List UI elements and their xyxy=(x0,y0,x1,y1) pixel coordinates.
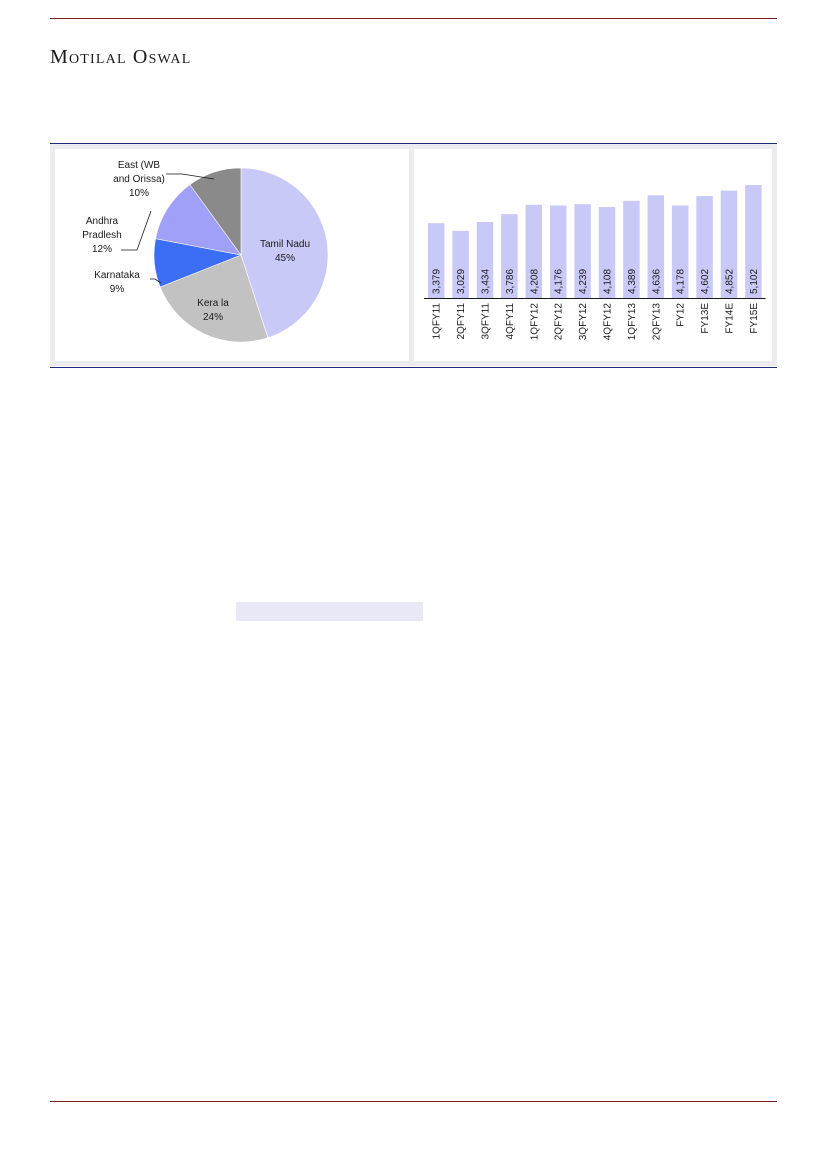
pie-chart-panel: Tamil Nadu 45% Kera la 24% Karnataka 9% Andhra… xyxy=(55,149,409,361)
bar-2QFY13 xyxy=(647,195,665,298)
table-highlight-cell xyxy=(236,602,423,621)
pie-leader-line-andhra-pradesh xyxy=(121,210,152,251)
bar-1QFY13 xyxy=(623,200,640,298)
bar-category-label-FY12: FY12 xyxy=(676,303,687,327)
bar-value-label-FY14E: 4,852 xyxy=(725,269,736,294)
bar-category-label-3QFY11: 3QFY11 xyxy=(481,303,492,340)
bar-chart: 3,379 1QFY11 3,029 2QFY11 3,434 3QFY11 3,786 4Q… xyxy=(424,185,766,341)
bar-value-label-FY12: 4,178 xyxy=(676,269,687,294)
bar-FY14E xyxy=(720,190,738,298)
bar-category-label-FY14E: FY14E xyxy=(725,303,736,334)
bar-value-label-1QFY11: 3,379 xyxy=(432,269,443,294)
header-rule xyxy=(50,18,777,19)
pie-label-andhra-pradesh: Andhra Pradlesh 12% xyxy=(82,216,121,255)
bar-category-label-2QFY13: 2QFY13 xyxy=(651,303,662,341)
bar-value-label-2QFY12: 4,176 xyxy=(554,269,565,294)
bar-value-label-1QFY12: 4,208 xyxy=(529,269,540,294)
bar-2QFY12 xyxy=(549,205,567,298)
bar-FY13E xyxy=(696,196,713,298)
bar-value-label-4QFY12: 4,108 xyxy=(603,269,614,294)
bar-category-label-FY15E: FY15E xyxy=(749,303,760,334)
bar-1QFY12 xyxy=(525,204,543,298)
bar-category-label-1QFY11: 1QFY11 xyxy=(432,303,443,340)
pie-chart: Tamil Nadu 45% Kera la 24% Karnataka 9% Andhra… xyxy=(82,160,329,343)
bar-1QFY11 xyxy=(427,223,445,298)
pie-label-karnataka: Karnataka 9% xyxy=(94,270,140,295)
bar-value-label-2QFY13: 4,636 xyxy=(651,269,662,294)
bar-value-label-1QFY13: 4,389 xyxy=(627,269,638,294)
pie-slice-kerala xyxy=(159,254,269,343)
pie-slice-tamil-nadu xyxy=(240,167,329,339)
bar-value-label-FY15E: 5,102 xyxy=(749,269,760,294)
bar-chart-panel: 3,379 1QFY11 3,029 2QFY11 3,434 3QFY11 3,786 4Q… xyxy=(414,149,772,361)
bar-category-label-FY13E: FY13E xyxy=(700,303,711,334)
pie-label-tamil-nadu: Tamil Nadu 45% xyxy=(260,239,310,264)
brand-logo: Motilal Oswal xyxy=(50,46,192,68)
bar-category-label-3QFY12: 3QFY12 xyxy=(578,303,589,341)
bar-FY15E xyxy=(745,185,762,298)
bar-category-label-4QFY11: 4QFY11 xyxy=(505,303,516,340)
pie-label-east: East (WB and Orissa) 10% xyxy=(113,160,165,199)
bar-category-label-2QFY11: 2QFY11 xyxy=(456,303,467,340)
bar-value-label-FY13E: 4,602 xyxy=(700,269,711,294)
pie-label-kerala: Kera la 24% xyxy=(197,298,229,323)
pie-slice-andhra-pradesh xyxy=(155,184,242,256)
pie-leader-line-east xyxy=(166,173,215,180)
pie-slice-east xyxy=(189,167,242,256)
exhibit-bottom-rule xyxy=(50,367,777,368)
bar-value-label-4QFY11: 3,786 xyxy=(505,269,516,294)
bar-category-label-1QFY12: 1QFY12 xyxy=(529,303,540,341)
bar-value-label-3QFY11: 3,434 xyxy=(481,269,492,294)
bar-2QFY11 xyxy=(452,230,469,298)
bar-value-label-3QFY12: 4,239 xyxy=(578,269,589,294)
bar-category-label-4QFY12: 4QFY12 xyxy=(603,303,614,341)
bar-category-label-2QFY12: 2QFY12 xyxy=(554,303,565,341)
bar-4QFY11 xyxy=(501,214,518,298)
bar-value-label-2QFY11: 3,029 xyxy=(456,269,467,294)
footer-rule xyxy=(50,1101,777,1102)
bar-3QFY12 xyxy=(574,204,591,298)
pie-leader-line-karnataka xyxy=(150,278,162,284)
bar-3QFY11 xyxy=(476,221,494,298)
bar-FY12 xyxy=(671,205,689,298)
bar-category-label-1QFY13: 1QFY13 xyxy=(627,303,638,341)
exhibit-top-rule xyxy=(50,143,777,144)
bar-4QFY12 xyxy=(598,207,616,298)
